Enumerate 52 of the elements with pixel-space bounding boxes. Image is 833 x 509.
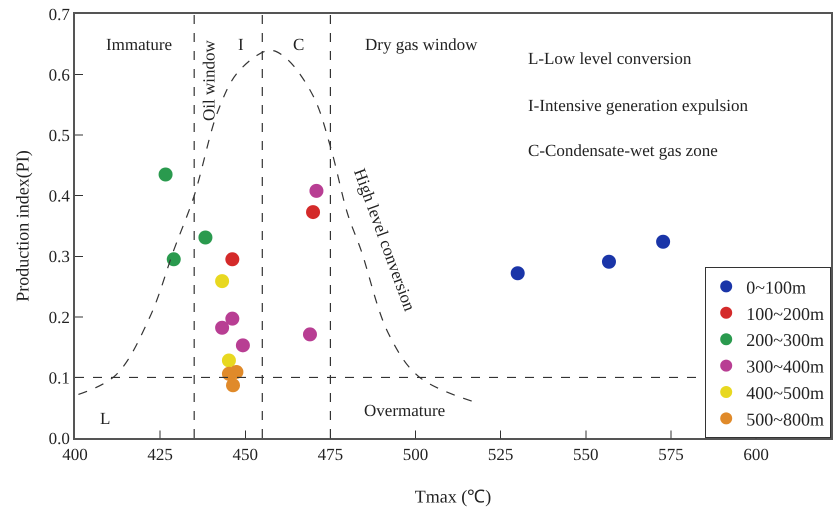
x-tick-label: 500 — [402, 445, 428, 464]
legend-label: 400~500m — [746, 383, 824, 404]
y-tick-label: 0.5 — [48, 126, 70, 146]
x-tick-label: 400 — [62, 445, 88, 464]
point — [602, 254, 616, 269]
point — [656, 234, 670, 249]
legend-label: 200~300m — [746, 330, 824, 350]
point — [158, 168, 173, 182]
y-axis-title: Production index(PI) — [12, 150, 32, 302]
point — [226, 378, 240, 392]
y-tick-label: 0.1 — [48, 368, 70, 388]
annotation: I — [238, 35, 244, 54]
x-tick-label: 475 — [318, 445, 344, 464]
y-tick-label: 0.4 — [48, 186, 70, 206]
legend-label: 0~100m — [746, 277, 806, 298]
annotation: I-Intensive generation expulsion — [528, 96, 748, 115]
x-tick-label: 525 — [488, 445, 514, 464]
legend-label: 500~800m — [746, 409, 824, 430]
point — [222, 353, 236, 368]
annotation: C-Condensate-wet gas zone — [528, 141, 718, 160]
annotation: L-Low level conversion — [528, 49, 692, 68]
point — [510, 266, 525, 280]
x-tick-label: 425 — [147, 445, 173, 464]
point — [306, 205, 320, 220]
point — [302, 327, 317, 342]
y-tick-label: 0.6 — [48, 66, 70, 85]
annotation: C — [293, 35, 304, 54]
legend-label: 300~400m — [746, 356, 824, 377]
y-tick-label: 0.7 — [48, 4, 70, 24]
annotation: Overmature — [364, 401, 446, 420]
point — [215, 274, 230, 288]
annotation: L — [100, 409, 110, 428]
x-tick-label: 450 — [232, 445, 258, 464]
point — [309, 184, 324, 198]
point — [225, 312, 240, 326]
x-tick-label: 575 — [658, 445, 684, 464]
legend-label: 100~200m — [746, 304, 824, 324]
x-tick-label: 550 — [573, 445, 599, 464]
point — [236, 338, 250, 352]
y-tick-label: 0.3 — [48, 247, 70, 266]
point — [198, 230, 212, 245]
y-tick-label: 0.0 — [48, 428, 70, 448]
annotation: Oil window — [200, 39, 219, 121]
annotation: Immature — [106, 35, 172, 54]
point — [229, 364, 244, 379]
y-tick-label: 0.2 — [48, 308, 70, 327]
annotation: Dry gas window — [365, 35, 478, 54]
point — [225, 252, 240, 266]
point — [166, 252, 181, 266]
point — [215, 320, 230, 335]
x-axis-title: Tmax (℃) — [414, 486, 492, 506]
x-tick-label: 600 — [743, 445, 769, 464]
